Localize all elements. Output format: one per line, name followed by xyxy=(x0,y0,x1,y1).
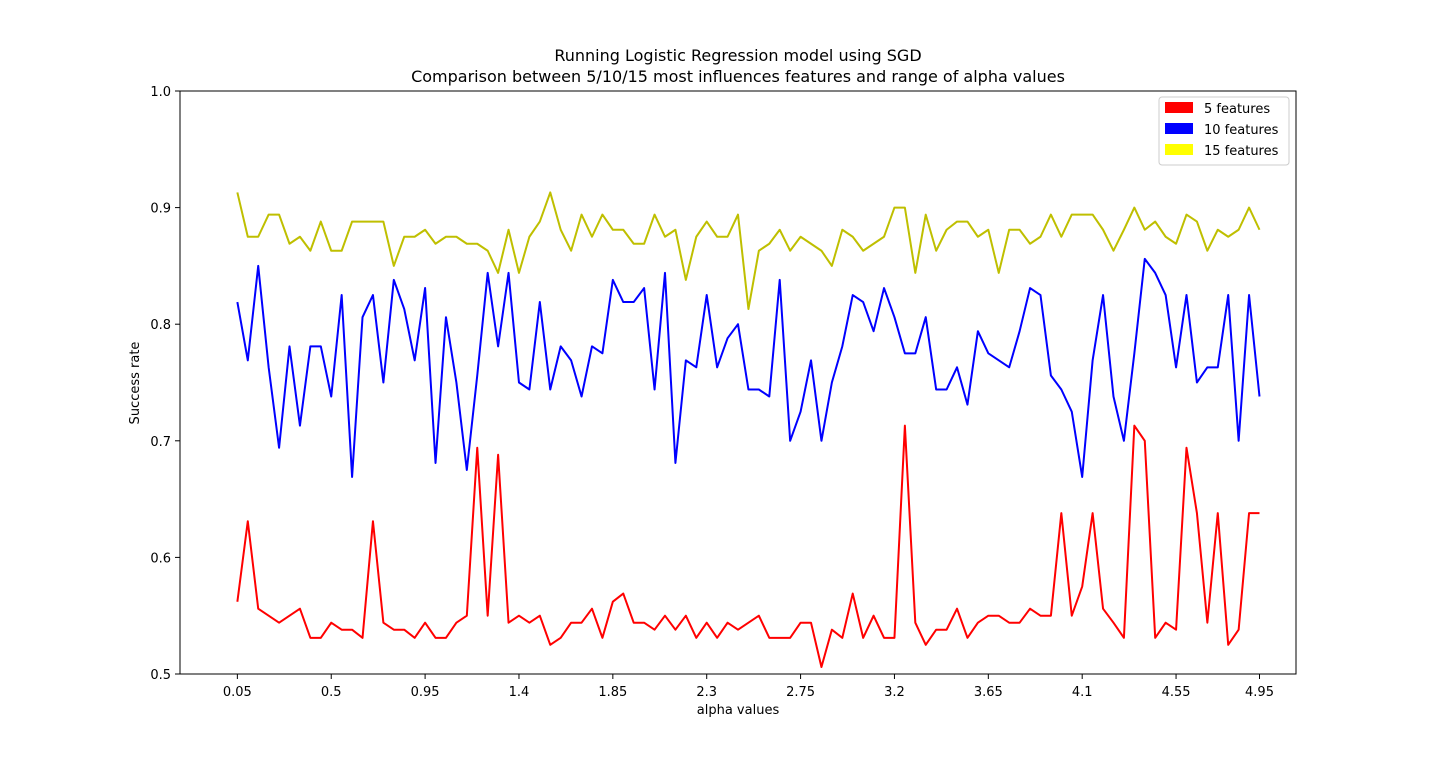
y-tick-label: 0.5 xyxy=(150,668,171,683)
x-tick-label: 3.65 xyxy=(974,685,1003,700)
x-axis-label: alpha values xyxy=(697,703,780,718)
x-tick-label: 1.85 xyxy=(598,685,627,700)
x-tick-label: 0.95 xyxy=(411,685,440,700)
series-line-10-features xyxy=(236,257,1261,478)
y-tick-label: 0.9 xyxy=(150,202,171,217)
legend-label: 5 features xyxy=(1204,102,1270,117)
x-tick-label: 4.1 xyxy=(1072,685,1093,700)
legend-label: 15 features xyxy=(1204,144,1279,159)
x-tick-label: 1.4 xyxy=(509,685,530,700)
x-tick-label: 3.2 xyxy=(884,685,905,700)
x-tick-label: 2.3 xyxy=(696,685,717,700)
legend-swatch xyxy=(1165,102,1193,113)
chart-subtitle: Comparison between 5/10/15 most influenc… xyxy=(411,67,1065,86)
chart-title: Running Logistic Regression model using … xyxy=(554,46,921,65)
x-tick-label: 0.5 xyxy=(321,685,342,700)
y-tick-label: 0.7 xyxy=(150,435,171,450)
y-axis-label: Success rate xyxy=(128,342,143,425)
legend-swatch xyxy=(1165,123,1193,134)
series-line-5-features xyxy=(236,424,1260,668)
series-line-15-features xyxy=(236,191,1261,311)
x-tick-label: 2.75 xyxy=(786,685,815,700)
x-tick-label: 0.05 xyxy=(223,685,252,700)
y-tick-label: 1.0 xyxy=(150,85,171,100)
y-tick-label: 0.8 xyxy=(150,318,171,333)
y-tick-label: 0.6 xyxy=(150,551,171,566)
legend-swatch xyxy=(1165,144,1193,155)
x-axis: 0.05 0.5 0.95 1.4 1.85 2.3 2.75 3.2 3.65 4.1 4.55 4… xyxy=(223,674,1274,700)
plot-frame xyxy=(179,90,1297,675)
x-tick-label: 4.55 xyxy=(1162,685,1191,700)
plot-area xyxy=(236,191,1261,668)
legend-label: 10 features xyxy=(1204,123,1279,138)
legend: 5 features 10 features 15 features xyxy=(1158,96,1290,166)
y-axis: 0.5 0.6 0.7 0.8 0.9 1.0 xyxy=(150,85,180,683)
x-tick-label: 4.95 xyxy=(1245,685,1274,700)
